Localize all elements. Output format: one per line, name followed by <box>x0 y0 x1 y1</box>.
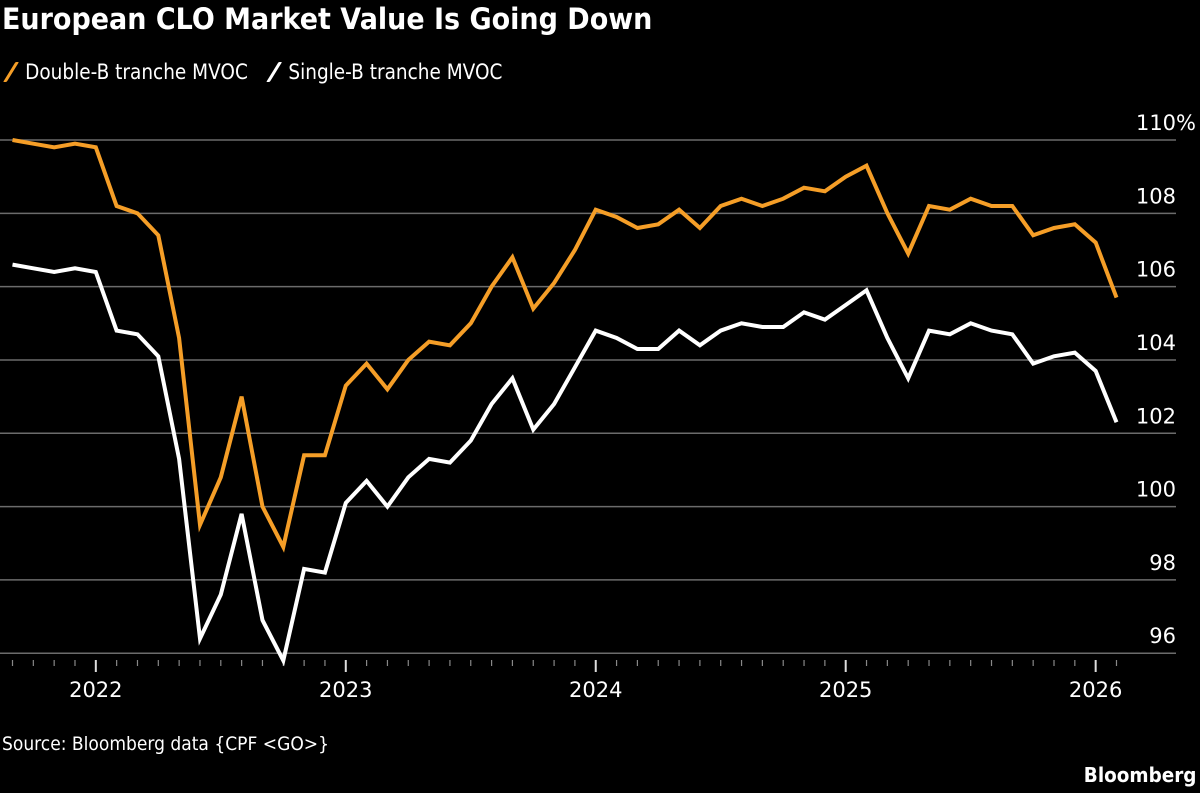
y-tick-label-96: 96 <box>1149 624 1176 648</box>
y-tick-label-108: 108 <box>1136 184 1176 208</box>
x-tick-label-2023: 2023 <box>319 678 372 702</box>
y-tick-label-106: 106 <box>1136 258 1176 282</box>
legend-item-single-b: Single-B tranche MVOC <box>266 60 503 84</box>
y-tick-label-110: 110% <box>1136 111 1196 135</box>
chart-title: European CLO Market Value Is Going Down <box>2 2 653 36</box>
y-tick-label-104: 104 <box>1136 331 1176 355</box>
series-line-double-b <box>12 138 1119 553</box>
x-tick-label-2025: 2025 <box>819 678 872 702</box>
x-tick-label-2026: 2026 <box>1069 678 1122 702</box>
legend-label-single-b: Single-B tranche MVOC <box>288 60 503 84</box>
series-line-single-b <box>12 262 1119 667</box>
x-tick-label-2024: 2024 <box>569 678 622 702</box>
y-tick-label-102: 102 <box>1136 404 1176 428</box>
bloomberg-logo: Bloomberg <box>1083 763 1196 787</box>
source-note: Source: Bloomberg data {CPF <GO>} <box>2 733 329 755</box>
legend: Double-B tranche MVOC Single-B tranche M… <box>3 60 522 84</box>
y-tick-label-98: 98 <box>1149 551 1176 575</box>
y-tick-label-100: 100 <box>1136 478 1176 502</box>
x-tick-label-2022: 2022 <box>69 678 122 702</box>
legend-item-double-b: Double-B tranche MVOC <box>3 60 248 84</box>
legend-label-double-b: Double-B tranche MVOC <box>25 60 248 84</box>
